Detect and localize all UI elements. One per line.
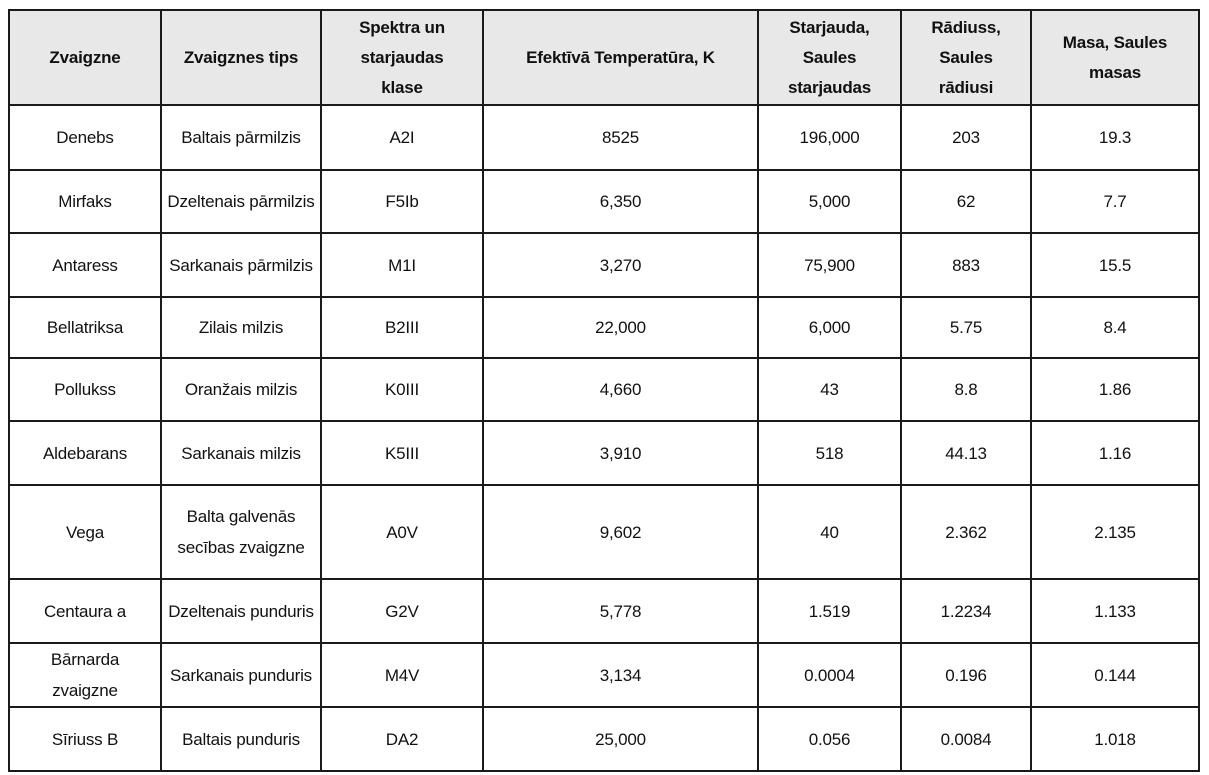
mass-cell: 1.86	[1030, 357, 1200, 422]
table-row: Mirfaks Dzeltenais pārmilzis F5Ib 6,350 5,00…	[8, 169, 1200, 234]
radius-cell: 44.13	[900, 420, 1032, 486]
spectral-class-cell: M1I	[320, 232, 484, 298]
temperature-cell: 9,602	[482, 484, 759, 580]
radius-cell: 62	[900, 169, 1032, 234]
mass-cell: 19.3	[1030, 104, 1200, 171]
header-star: Zvaigzne	[8, 9, 162, 106]
radius-cell: 883	[900, 232, 1032, 298]
header-mass: Masa, Saules masas	[1030, 9, 1200, 106]
star-name-cell: Aldebarans	[8, 420, 162, 486]
star-type-cell: Baltais punduris	[160, 706, 322, 772]
temperature-cell: 3,270	[482, 232, 759, 298]
temperature-cell: 3,134	[482, 642, 759, 708]
table-row: Aldebarans Sarkanais milzis K5III 3,910 518 4…	[8, 420, 1200, 486]
spectral-class-cell: K0III	[320, 357, 484, 422]
radius-cell: 1.2234	[900, 578, 1032, 644]
spectral-class-cell: F5Ib	[320, 169, 484, 234]
header-temperature: Efektīvā Temperatūra, K	[482, 9, 759, 106]
temperature-cell: 22,000	[482, 296, 759, 359]
spectral-class-cell: A0V	[320, 484, 484, 580]
temperature-cell: 8525	[482, 104, 759, 171]
luminosity-cell: 0.056	[757, 706, 902, 772]
spectral-class-cell: B2III	[320, 296, 484, 359]
table-row: Sīriuss B Baltais punduris DA2 25,000 0.056 0…	[8, 706, 1200, 772]
star-name-cell: Sīriuss B	[8, 706, 162, 772]
table-row: Denebs Baltais pārmilzis A2I 8525 196,000 203…	[8, 104, 1200, 171]
star-type-cell: Sarkanais milzis	[160, 420, 322, 486]
header-luminosity: Starjauda, Saules starjaudas	[757, 9, 902, 106]
table-row: Antaress Sarkanais pārmilzis M1I 3,270 75,90…	[8, 232, 1200, 298]
star-type-cell: Oranžais milzis	[160, 357, 322, 422]
mass-cell: 1.133	[1030, 578, 1200, 644]
radius-cell: 8.8	[900, 357, 1032, 422]
luminosity-cell: 1.519	[757, 578, 902, 644]
table-row: Centaura a Dzeltenais punduris G2V 5,778 1.5…	[8, 578, 1200, 644]
table-row: Vega Balta galvenās secības zvaigzne A0V 9,…	[8, 484, 1200, 580]
radius-cell: 0.0084	[900, 706, 1032, 772]
luminosity-cell: 75,900	[757, 232, 902, 298]
luminosity-cell: 518	[757, 420, 902, 486]
table-row: Pollukss Oranžais milzis K0III 4,660 43 8.8 1.…	[8, 357, 1200, 422]
temperature-cell: 4,660	[482, 357, 759, 422]
star-type-cell: Sarkanais punduris	[160, 642, 322, 708]
star-name-cell: Centaura a	[8, 578, 162, 644]
radius-cell: 5.75	[900, 296, 1032, 359]
star-type-cell: Zilais milzis	[160, 296, 322, 359]
radius-cell: 0.196	[900, 642, 1032, 708]
mass-cell: 15.5	[1030, 232, 1200, 298]
star-name-cell: Bellatriksa	[8, 296, 162, 359]
mass-cell: 1.018	[1030, 706, 1200, 772]
star-type-cell: Dzeltenais punduris	[160, 578, 322, 644]
luminosity-cell: 5,000	[757, 169, 902, 234]
star-type-cell: Sarkanais pārmilzis	[160, 232, 322, 298]
star-type-cell: Balta galvenās secības zvaigzne	[160, 484, 322, 580]
temperature-cell: 25,000	[482, 706, 759, 772]
mass-cell: 1.16	[1030, 420, 1200, 486]
luminosity-cell: 0.0004	[757, 642, 902, 708]
luminosity-cell: 43	[757, 357, 902, 422]
star-name-cell: Vega	[8, 484, 162, 580]
luminosity-cell: 6,000	[757, 296, 902, 359]
mass-cell: 0.144	[1030, 642, 1200, 708]
radius-cell: 2.362	[900, 484, 1032, 580]
stars-table: Zvaigzne Zvaigznes tips Spektra un starj…	[8, 9, 1200, 772]
star-name-cell: Bārnarda zvaigzne	[8, 642, 162, 708]
header-row: Zvaigzne Zvaigznes tips Spektra un starj…	[8, 9, 1200, 106]
mass-cell: 7.7	[1030, 169, 1200, 234]
table-row: Bellatriksa Zilais milzis B2III 22,000 6,000…	[8, 296, 1200, 359]
luminosity-cell: 196,000	[757, 104, 902, 171]
spectral-class-cell: DA2	[320, 706, 484, 772]
star-type-cell: Baltais pārmilzis	[160, 104, 322, 171]
star-name-cell: Mirfaks	[8, 169, 162, 234]
temperature-cell: 3,910	[482, 420, 759, 486]
mass-cell: 2.135	[1030, 484, 1200, 580]
mass-cell: 8.4	[1030, 296, 1200, 359]
star-name-cell: Pollukss	[8, 357, 162, 422]
spectral-class-cell: G2V	[320, 578, 484, 644]
spectral-class-cell: M4V	[320, 642, 484, 708]
temperature-cell: 5,778	[482, 578, 759, 644]
star-name-cell: Denebs	[8, 104, 162, 171]
temperature-cell: 6,350	[482, 169, 759, 234]
header-radius: Rādiuss, Saules rādiusi	[900, 9, 1032, 106]
table-row: Bārnarda zvaigzne Sarkanais punduris M4V 3,…	[8, 642, 1200, 708]
star-type-cell: Dzeltenais pārmilzis	[160, 169, 322, 234]
spectral-class-cell: K5III	[320, 420, 484, 486]
star-name-cell: Antaress	[8, 232, 162, 298]
luminosity-cell: 40	[757, 484, 902, 580]
header-class: Spektra un starjaudas klase	[320, 9, 484, 106]
header-type: Zvaigznes tips	[160, 9, 322, 106]
radius-cell: 203	[900, 104, 1032, 171]
spectral-class-cell: A2I	[320, 104, 484, 171]
